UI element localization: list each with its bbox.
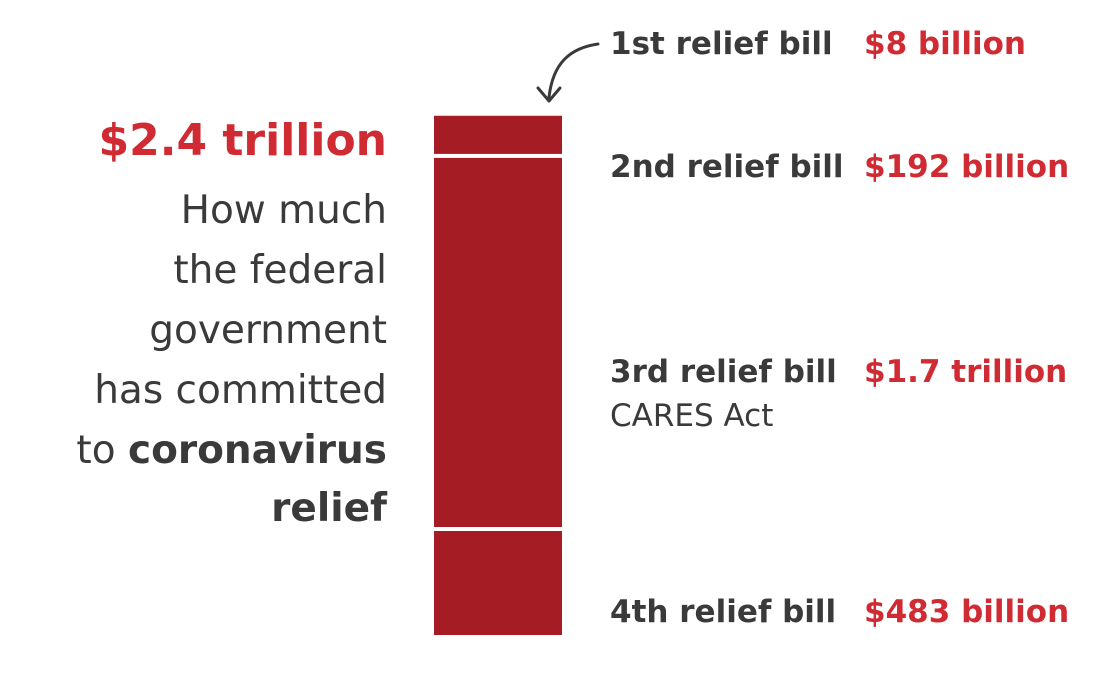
stacked-bar	[434, 111, 562, 635]
bar-segment-4	[434, 528, 562, 635]
bill-amount-2: $192 billion	[864, 149, 1069, 185]
total-amount: $2.4 trillion	[99, 115, 388, 166]
bill-amount-3: $1.7 trillion	[864, 354, 1067, 390]
chart-description: $2.4 trillion How much the federal gover…	[76, 115, 388, 531]
bill-name-3: 3rd relief bill	[610, 354, 837, 390]
description-line-2: the federal	[173, 248, 387, 293]
description-line-5: to coronavirus	[76, 428, 387, 473]
bill-name-2: 2nd relief bill	[610, 149, 844, 185]
description-line-5-bold: coronavirus	[128, 428, 387, 473]
bar-segment-2	[434, 113, 562, 156]
description-line-5-prefix: to	[76, 428, 128, 473]
bill-name-1: 1st relief bill	[610, 26, 833, 62]
description-line-1: How much	[181, 188, 387, 233]
description-line-4: has committed	[94, 368, 387, 413]
bill-labels: 1st relief bill $8 billion 2nd relief bill…	[610, 26, 1069, 630]
description-line-6: relief	[271, 486, 388, 531]
bill-amount-1: $8 billion	[864, 26, 1026, 62]
description-line-3: government	[149, 308, 387, 353]
segment-separator-1	[434, 111, 562, 116]
bill-name-4: 4th relief bill	[610, 594, 836, 630]
segment-separator-2	[434, 153, 562, 158]
bar-segment-3	[434, 155, 562, 529]
segment-separator-3	[434, 526, 562, 531]
pointer-arrow-icon	[536, 42, 600, 103]
bill-amount-4: $483 billion	[864, 594, 1069, 630]
bill-note-3: CARES Act	[610, 398, 773, 434]
